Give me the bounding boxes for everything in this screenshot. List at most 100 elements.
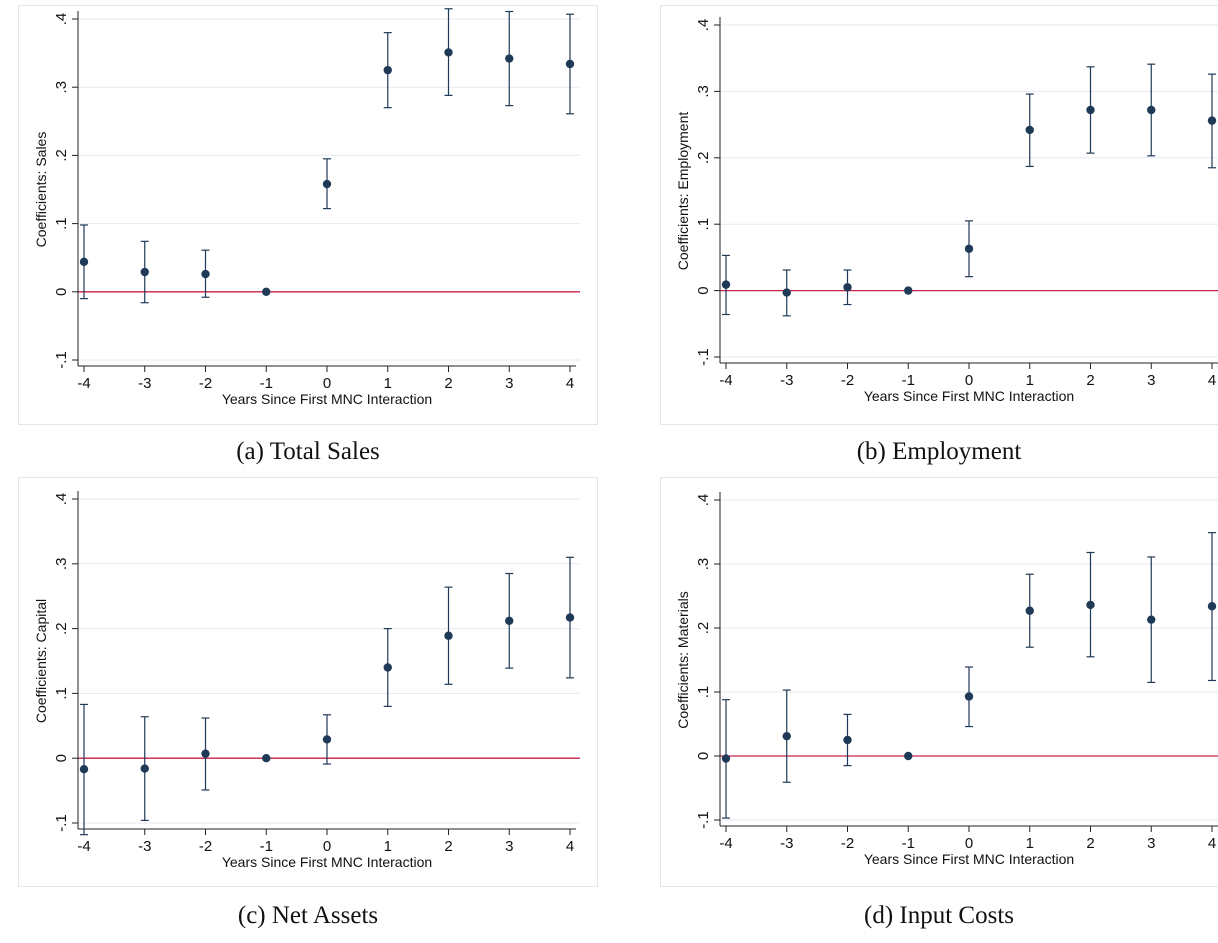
y-tick-label: .4	[53, 493, 70, 506]
x-axis-label: Years Since First MNC Interaction	[222, 854, 432, 870]
x-tick-label: 2	[1086, 835, 1094, 852]
y-tick-label: 0	[53, 754, 70, 762]
x-tick-label: -1	[260, 838, 273, 855]
x-tick-label: -1	[260, 375, 273, 392]
caption-net-assets: (c) Net Assets	[237, 902, 379, 929]
data-point	[444, 48, 453, 57]
y-tick-label: -.1	[53, 351, 70, 369]
x-axis-label: Years Since First MNC Interaction	[864, 851, 1074, 867]
y-tick-label: -.1	[695, 811, 712, 829]
y-tick-label: .2	[53, 622, 70, 635]
x-tick-label: 2	[444, 838, 452, 855]
x-tick-label: -1	[902, 835, 915, 852]
y-tick-label: .2	[53, 149, 70, 162]
x-tick-label: 4	[566, 375, 574, 392]
x-tick-label: 4	[566, 838, 574, 855]
data-point	[79, 765, 89, 774]
y-tick-label: .1	[695, 218, 712, 231]
chart-panel-a: -.1 0 .1 .2 .3 .4 -4 -3 -2 -1 0 1 2 3 4 Years Since Fir…	[18, 5, 598, 425]
y-axis-label: Coefficients: Sales	[33, 132, 49, 248]
chart-a-svg: -.1 0 .1 .2 .3 .4 -4 -3 -2 -1 0 1 2 3 4 Years Since Fir…	[33, 8, 580, 407]
data-point	[565, 59, 575, 69]
plot-frame	[18, 477, 598, 887]
y-tick-label: .3	[695, 558, 712, 571]
y-tick-label: -.1	[695, 348, 712, 366]
data-point	[1147, 105, 1156, 115]
plot-frame	[660, 477, 1218, 887]
data-point	[904, 751, 913, 761]
data-point	[721, 754, 731, 763]
y-tick-label: -.1	[53, 814, 70, 832]
y-tick-label: 0	[695, 286, 712, 294]
data-point	[721, 280, 731, 289]
caption-input-costs: (d) Input Costs	[864, 902, 1014, 929]
y-tick-label: .3	[53, 558, 70, 571]
y-tick-label: .4	[695, 494, 712, 507]
data-point	[843, 283, 852, 292]
data-point	[964, 692, 974, 701]
data-point	[964, 244, 974, 253]
caption-total-sales: (a) Total Sales	[236, 438, 380, 465]
x-tick-label: 0	[965, 835, 973, 852]
y-tick-label: .3	[53, 81, 70, 94]
x-tick-label: 2	[1086, 372, 1094, 389]
chart-c-svg: -.1 0 .1 .2 .3 .4 -4 -3 -2 -1 0 1 2 3 4 Years Since Fir…	[33, 491, 580, 870]
chart-panel-b: -.1 0 .1 .2 .3 .4 -4 -3 -2 -1 0 1 2 3 4 Years Since Fir…	[660, 5, 1218, 425]
data-point	[262, 754, 271, 763]
x-tick-label: -4	[77, 375, 90, 392]
data-point	[140, 764, 149, 773]
data-point	[444, 631, 453, 640]
x-tick-label: 3	[1147, 835, 1155, 852]
y-axis-label: Coefficients: Materials	[675, 591, 691, 728]
chart-d-svg: -.1 0 .1 .2 .3 .4 -4 -3 -2 -1 0 1 2 3 4 Years Since Fir…	[675, 492, 1218, 867]
data-point	[1147, 615, 1156, 624]
x-tick-label: 3	[1147, 372, 1155, 389]
data-point	[1025, 125, 1034, 135]
x-tick-label: 0	[323, 838, 331, 855]
x-tick-label: 1	[384, 838, 392, 855]
data-point	[262, 287, 271, 296]
y-tick-label: .1	[53, 687, 70, 700]
data-point	[79, 257, 89, 266]
data-point	[140, 267, 149, 277]
data-point	[1086, 105, 1095, 115]
y-tick-label: 0	[695, 752, 712, 760]
x-tick-label: -2	[199, 375, 212, 392]
x-tick-label: -3	[780, 372, 793, 389]
data-point	[201, 749, 210, 758]
chart-b-svg: -.1 0 .1 .2 .3 .4 -4 -3 -2 -1 0 1 2 3 4 Years Since Fir…	[675, 17, 1218, 404]
x-tick-label: -2	[199, 838, 212, 855]
x-tick-label: -4	[77, 838, 90, 855]
data-point	[1207, 602, 1217, 611]
y-tick-label: .4	[695, 19, 712, 32]
y-tick-label: .1	[695, 686, 712, 699]
x-tick-label: 1	[384, 375, 392, 392]
chart-panel-c: -.1 0 .1 .2 .3 .4 -4 -3 -2 -1 0 1 2 3 4 Years Since Fir…	[18, 477, 598, 887]
y-tick-label: 0	[53, 288, 70, 296]
x-tick-label: -2	[841, 835, 854, 852]
x-tick-label: 0	[323, 375, 331, 392]
data-point	[1207, 116, 1217, 125]
caption-employment: (b) Employment	[856, 438, 1022, 465]
x-tick-label: 3	[505, 838, 513, 855]
x-tick-label: -1	[902, 372, 915, 389]
y-tick-label: .2	[695, 622, 712, 635]
y-tick-label: .2	[695, 152, 712, 165]
plot-frame	[18, 5, 598, 425]
data-point	[782, 288, 791, 297]
data-point	[383, 663, 392, 672]
x-tick-label: 4	[1208, 372, 1216, 389]
data-point	[505, 616, 514, 626]
data-point	[322, 179, 332, 189]
plot-frame	[660, 5, 1218, 425]
data-point	[1086, 600, 1095, 610]
x-tick-label: 2	[444, 375, 452, 392]
data-point	[904, 286, 913, 295]
x-tick-label: 0	[965, 372, 973, 389]
x-tick-label: 1	[1026, 835, 1034, 852]
y-tick-label: .3	[695, 85, 712, 98]
x-axis-label: Years Since First MNC Interaction	[864, 388, 1074, 404]
y-axis-label: Coefficients: Capital	[33, 599, 49, 723]
x-tick-label: -3	[138, 838, 151, 855]
y-axis-label: Coefficients: Employment	[675, 112, 691, 271]
